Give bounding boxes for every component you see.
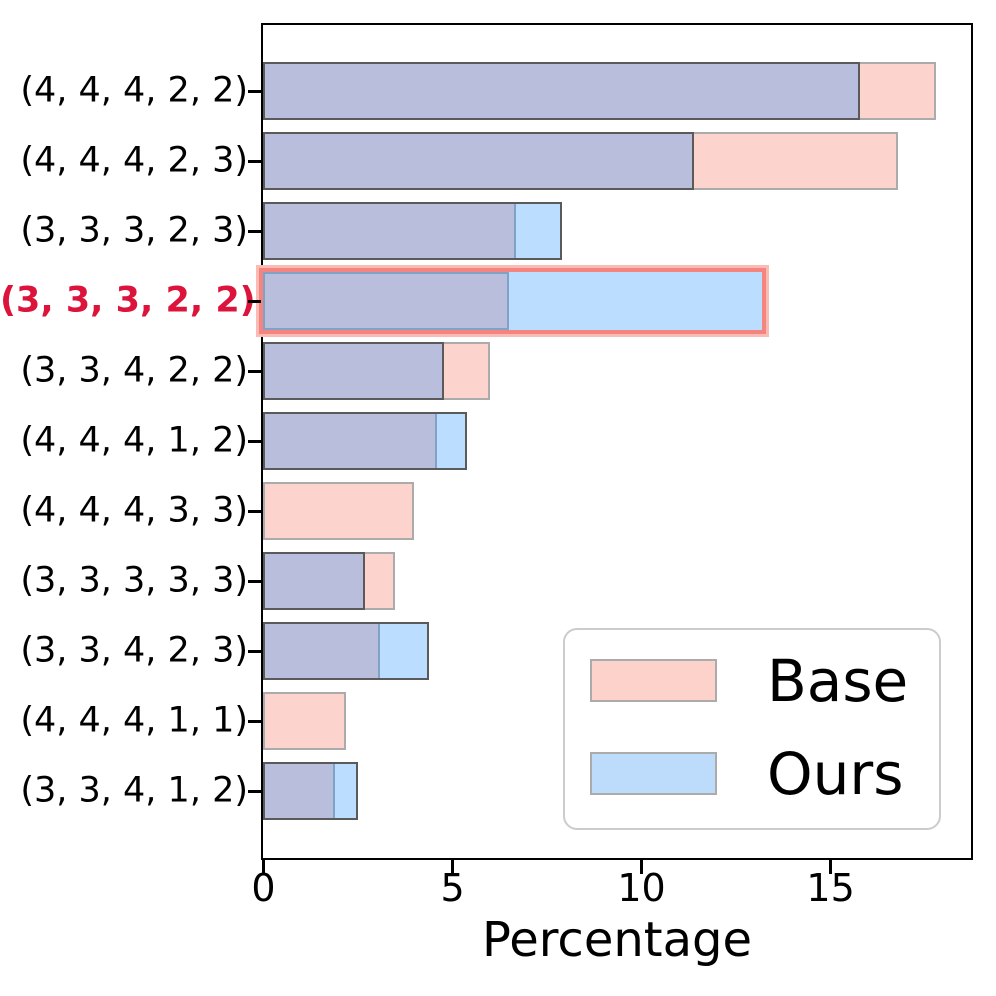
bar-base xyxy=(263,691,347,750)
bar-base xyxy=(263,481,415,540)
y-tick-label: (3, 3, 3, 2, 2) xyxy=(0,280,256,321)
bar-ours xyxy=(263,61,861,120)
y-tick-mark xyxy=(248,299,261,303)
bar-ours xyxy=(263,341,445,400)
y-tick-label: (4, 4, 4, 1, 2) xyxy=(20,420,248,461)
x-tick-mark xyxy=(262,860,265,874)
legend-swatch-base xyxy=(590,659,717,702)
bar-base xyxy=(263,61,936,120)
y-tick-mark xyxy=(248,369,261,373)
y-tick-mark xyxy=(248,159,261,163)
y-tick-label: (4, 4, 4, 2, 2) xyxy=(20,70,248,111)
y-tick-label: (4, 4, 4, 2, 3) xyxy=(20,140,248,181)
y-tick-mark xyxy=(248,439,261,443)
legend-entry-base: Base xyxy=(565,652,939,710)
x-tick-mark xyxy=(829,860,833,874)
plot-area xyxy=(259,23,973,860)
bar-ours xyxy=(263,551,366,610)
legend-label-base: Base xyxy=(767,646,909,715)
bar-ours xyxy=(263,621,430,680)
x-tick-label: 5 xyxy=(440,866,465,910)
x-tick-label: 15 xyxy=(806,866,855,910)
y-tick-mark xyxy=(248,789,261,793)
bar-base xyxy=(263,271,509,330)
y-tick-mark xyxy=(248,649,261,653)
legend: Base Ours xyxy=(563,628,941,830)
bar-ours xyxy=(263,131,694,190)
x-tick-mark xyxy=(451,860,455,874)
y-tick-label: (3, 3, 3, 2, 3) xyxy=(20,210,248,251)
legend-entry-ours: Ours xyxy=(565,745,939,803)
x-tick-label: 10 xyxy=(617,866,666,910)
legend-label-ours: Ours xyxy=(767,739,904,808)
x-tick-label: 0 xyxy=(251,866,276,910)
legend-swatch-ours xyxy=(590,752,717,795)
y-tick-label: (3, 3, 4, 2, 2) xyxy=(20,350,248,391)
y-tick-mark xyxy=(248,579,261,583)
bar-ours xyxy=(263,761,358,820)
y-tick-label: (3, 3, 4, 1, 2) xyxy=(20,770,248,811)
y-tick-mark xyxy=(248,229,261,233)
y-tick-label: (4, 4, 4, 3, 3) xyxy=(20,490,248,531)
y-tick-label: (3, 3, 3, 3, 3) xyxy=(20,560,248,601)
bar-ours-highlighted xyxy=(259,267,767,334)
bar-base xyxy=(263,411,437,470)
y-tick-mark xyxy=(248,719,261,723)
x-tick-mark xyxy=(640,860,644,874)
x-axis-title: Percentage xyxy=(481,912,753,968)
bar-base xyxy=(263,761,335,820)
bar-ours xyxy=(263,201,562,260)
y-tick-label: (3, 3, 4, 2, 3) xyxy=(20,630,248,671)
bar-ours xyxy=(263,411,468,470)
y-tick-mark xyxy=(248,89,261,93)
y-tick-label: (4, 4, 4, 1, 1) xyxy=(20,700,248,741)
y-tick-mark xyxy=(248,509,261,513)
